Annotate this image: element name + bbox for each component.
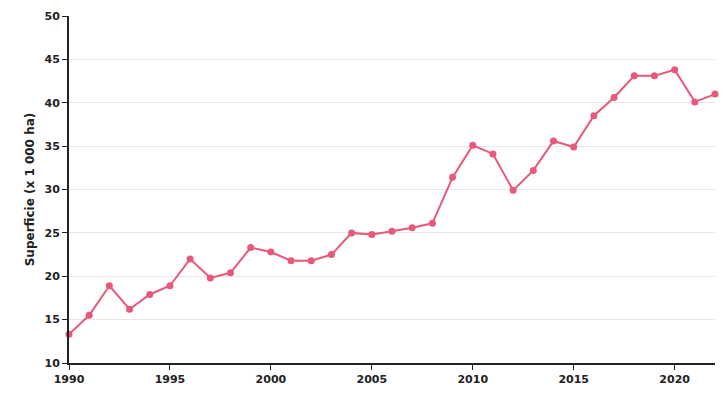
svg-text:2015: 2015 [558,373,589,386]
svg-text:20: 20 [44,270,60,283]
svg-text:2020: 2020 [659,373,690,386]
svg-text:1990: 1990 [54,373,85,386]
svg-text:40: 40 [44,97,60,110]
svg-text:15: 15 [44,313,59,326]
svg-text:25: 25 [44,227,59,240]
svg-text:Superficie (x 1 000 ha): Superficie (x 1 000 ha) [23,113,37,267]
svg-text:1995: 1995 [155,373,186,386]
svg-text:10: 10 [44,357,60,370]
svg-text:2000: 2000 [256,373,287,386]
svg-text:35: 35 [44,140,59,153]
svg-text:2005: 2005 [356,373,387,386]
svg-text:30: 30 [44,183,60,196]
svg-text:2010: 2010 [457,373,488,386]
svg-text:50: 50 [44,10,60,23]
svg-text:45: 45 [44,53,59,66]
